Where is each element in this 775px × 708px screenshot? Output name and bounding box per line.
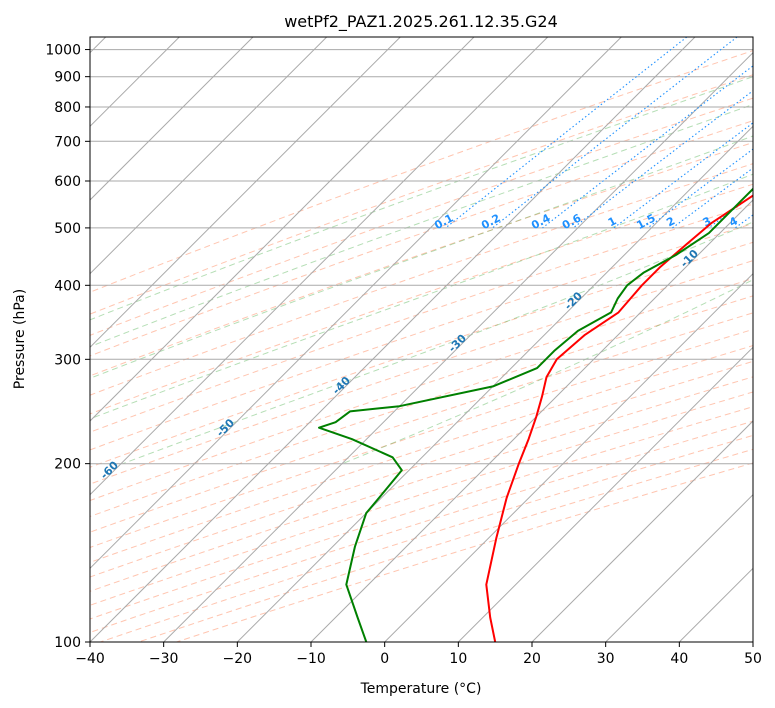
moist-adiabat (90, 103, 753, 348)
y-tick-label: 100 (54, 635, 81, 651)
moist-adiabat (342, 279, 753, 465)
mixing-ratio-lines (445, 37, 753, 229)
dry-adiabat (90, 74, 753, 315)
x-tick-label: 40 (670, 651, 688, 667)
chart-title: wetPf2_PAZ1.2025.261.12.35.G24 (284, 12, 558, 32)
dry-adiabat (90, 97, 753, 336)
dry-adiabat (90, 203, 753, 433)
y-tick-label: 800 (54, 100, 81, 116)
mixing-ratio-line (572, 90, 753, 229)
y-tick-label: 500 (54, 221, 81, 237)
isotherm-gridline (90, 37, 254, 201)
x-tick-label: 50 (744, 651, 762, 667)
x-tick-label: −20 (223, 651, 253, 667)
x-tick-label: −10 (296, 651, 326, 667)
moist-adiabat (90, 173, 753, 420)
isotherm-gridline (90, 37, 328, 275)
dry-adiabat (90, 360, 753, 578)
isotherm-gridline (457, 346, 753, 642)
plot-area: 0.10.20.40.611.52346810131620253036 -100… (90, 37, 753, 642)
isotherm-gridline (531, 420, 753, 642)
y-tick-label: 1000 (45, 43, 81, 59)
x-tick-label: 0 (380, 651, 389, 667)
isotherm-gridline (90, 37, 696, 642)
x-tick-label: −40 (75, 651, 105, 667)
y-tick-label: 200 (54, 457, 81, 473)
temperature-line (485, 194, 753, 642)
x-tick-label: 10 (449, 651, 467, 667)
x-axis-ticks: −40 −30 −20 −10 0 10 20 30 40 50 (75, 642, 762, 667)
sounding-profiles (318, 187, 753, 642)
x-tick-label: 20 (523, 651, 541, 667)
y-axis-title: Pressure (hPa) (12, 289, 28, 389)
x-tick-label: 30 (597, 651, 615, 667)
dry-adiabat (90, 328, 753, 548)
isotherm-gridline (605, 493, 753, 642)
plot-frame (89, 36, 754, 643)
isotherm-gridline (90, 37, 622, 570)
isotherm-gridline (90, 37, 401, 349)
dry-adiabat (90, 163, 753, 396)
dewpoint-line (318, 187, 753, 642)
isotherm-gridline (90, 37, 549, 496)
dry-adiabat (90, 278, 753, 502)
dry-adiabat (90, 391, 753, 606)
isotherm-gridline (236, 125, 753, 642)
y-tick-label: 900 (54, 70, 81, 86)
isotherm-gridline (384, 272, 753, 642)
y-tick-label: 600 (54, 174, 81, 190)
dry-adiabat (90, 222, 753, 451)
isotherm-gridline (163, 51, 753, 642)
x-axis-title: Temperature (°C) (360, 681, 482, 697)
dry-adiabat (90, 50, 753, 293)
dry-adiabat (90, 260, 753, 485)
mixing-ratio-line (492, 37, 738, 229)
dry-adiabat (90, 312, 753, 533)
y-tick-label: 700 (54, 134, 81, 150)
mixing-ratio-line (672, 167, 753, 229)
x-tick-label: −30 (149, 651, 179, 667)
skewed-isotherm-grid (90, 37, 753, 642)
moist-adiabat (90, 135, 753, 379)
dry-adiabat (90, 141, 753, 377)
isotherm-gridline (310, 199, 753, 642)
mixing-ratio-line (542, 65, 753, 229)
y-tick-label: 400 (54, 278, 81, 294)
y-axis-ticks: 100 200 300 400 500 600 700 800 900 1000 (45, 43, 90, 651)
y-tick-label: 300 (54, 352, 81, 368)
isotherm-gridline (90, 37, 475, 422)
